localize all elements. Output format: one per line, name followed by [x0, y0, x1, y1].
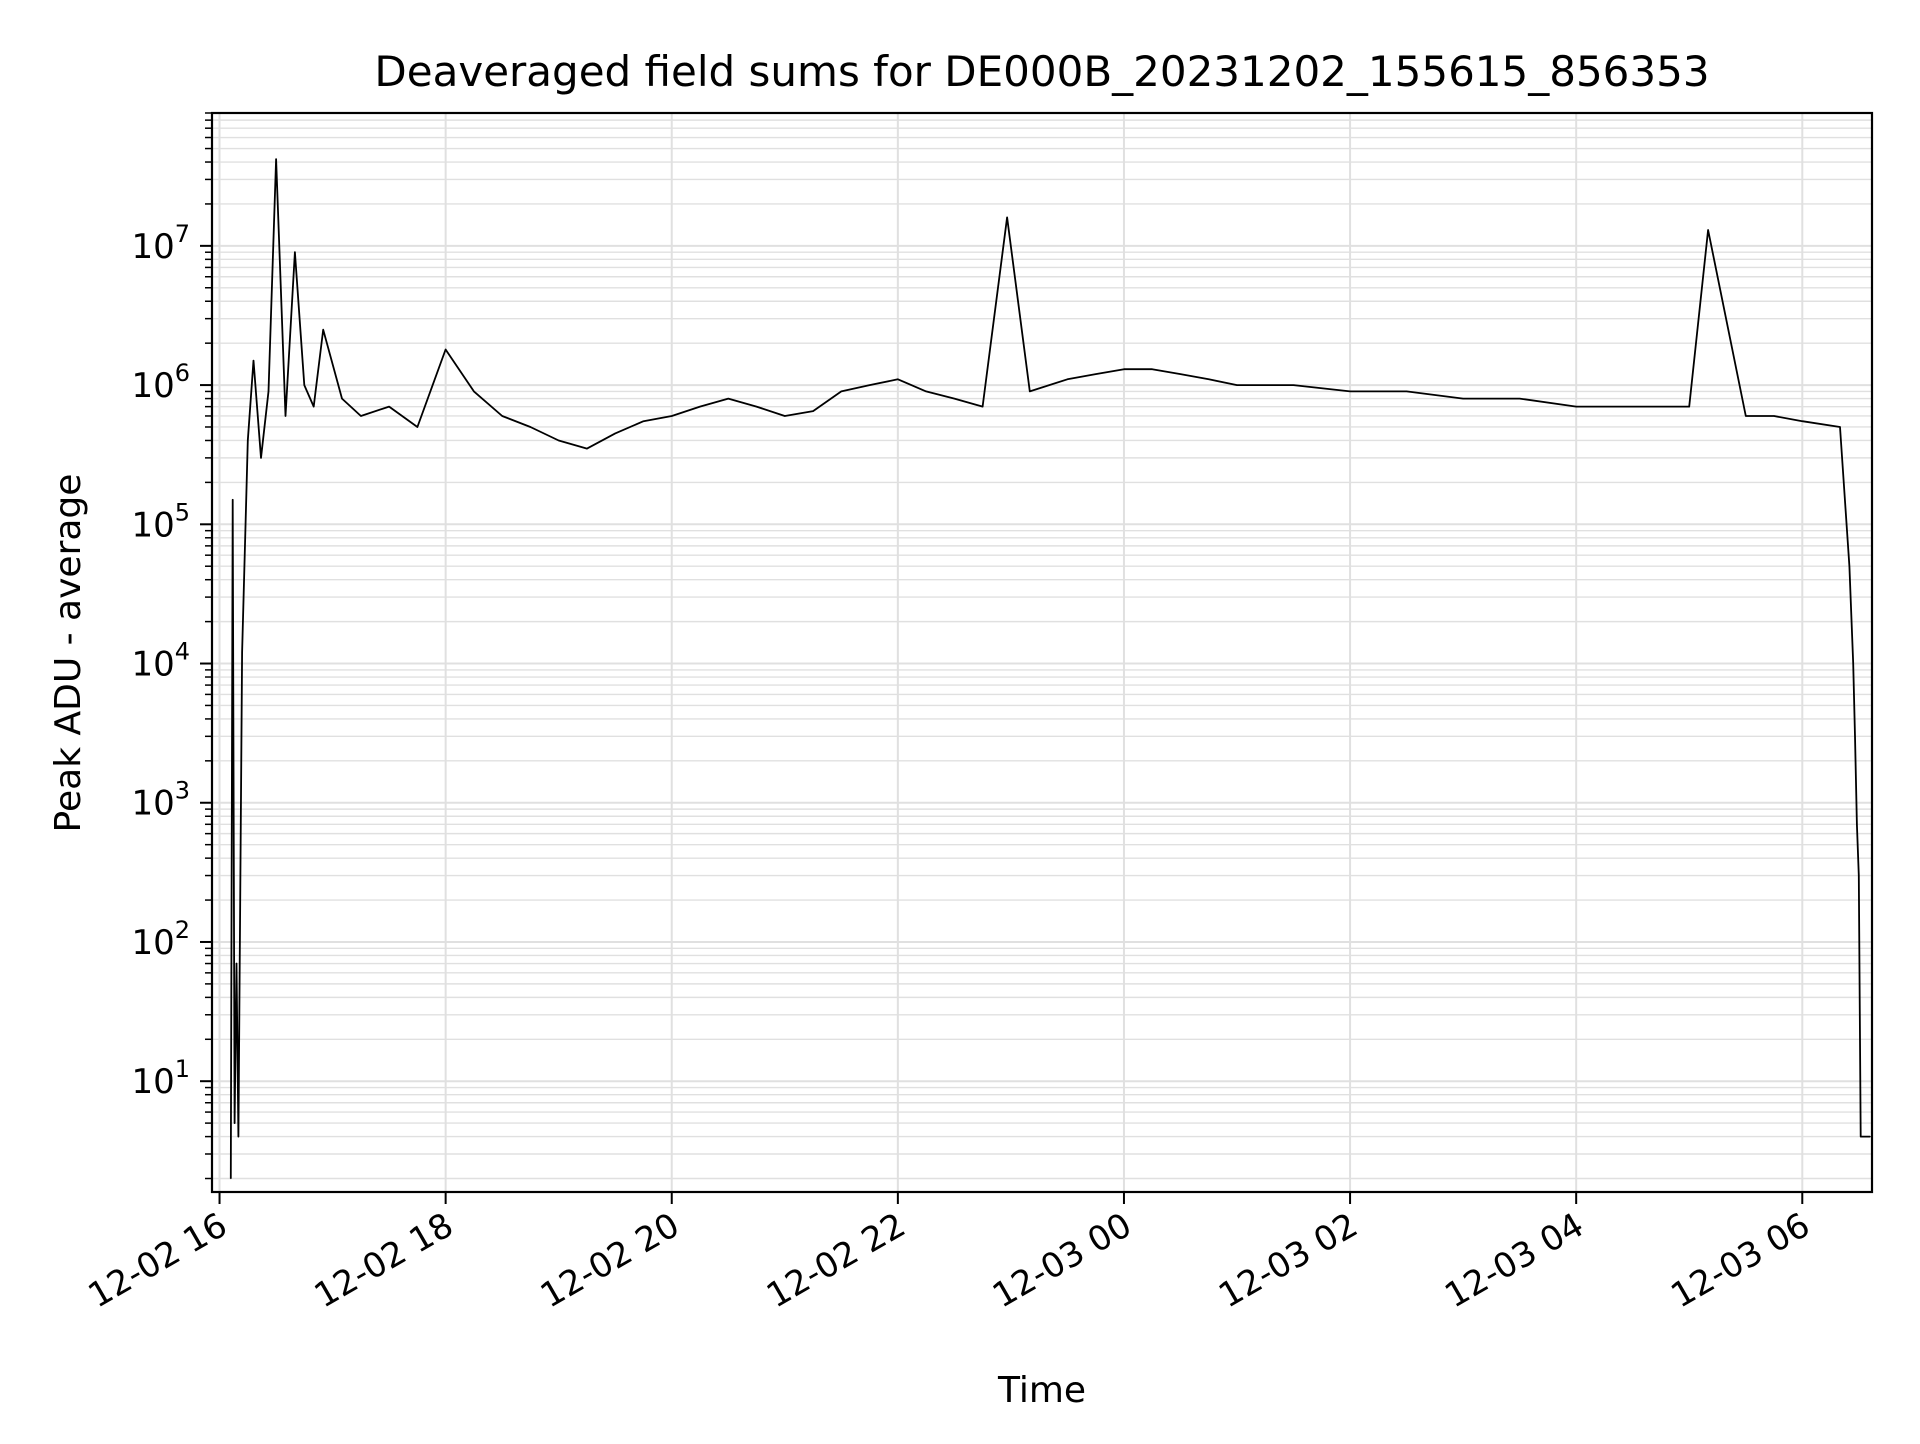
data-point	[1236, 384, 1238, 386]
plot-frame	[210, 111, 1874, 1194]
data-point	[1292, 384, 1295, 386]
data-point	[294, 251, 296, 253]
data-point	[1848, 565, 1850, 567]
data-point	[671, 415, 673, 417]
data-point	[234, 1122, 236, 1124]
data-point	[1839, 426, 1841, 428]
data-point	[1858, 874, 1860, 877]
data-point	[529, 426, 532, 428]
data-point	[1066, 378, 1069, 380]
data-point	[232, 499, 234, 501]
y-tick-label: 105	[131, 498, 190, 545]
data-point	[235, 962, 238, 965]
grid-layer	[212, 112, 1872, 1192]
data-point	[614, 432, 616, 434]
data-point	[1006, 216, 1008, 219]
data-point	[275, 158, 277, 160]
data-point	[897, 378, 899, 380]
data-point	[322, 329, 324, 331]
data-point	[252, 359, 255, 362]
data-point	[267, 390, 270, 393]
data-point	[699, 406, 701, 408]
data-point	[501, 415, 503, 417]
y-tick-label: 101	[131, 1055, 190, 1102]
data-point	[812, 410, 814, 412]
data-point	[1869, 1135, 1871, 1138]
data-point	[925, 390, 927, 393]
data-point	[313, 406, 315, 408]
series-layer	[229, 158, 1871, 1180]
data-point	[303, 384, 305, 386]
data-point	[784, 415, 786, 417]
data-point	[1856, 823, 1858, 825]
data-point	[1029, 390, 1031, 393]
data-point	[1123, 368, 1125, 370]
data-point	[1707, 229, 1709, 231]
data-point	[868, 384, 871, 386]
data-point	[1688, 406, 1690, 408]
data-point	[360, 415, 362, 417]
data-point	[840, 390, 842, 393]
data-point	[1405, 390, 1408, 393]
data-point	[1208, 378, 1210, 380]
data-point	[247, 439, 249, 442]
data-point	[586, 447, 588, 450]
data-point	[237, 1135, 239, 1138]
data-point	[1575, 406, 1577, 408]
data-point	[241, 651, 243, 654]
data-point	[982, 406, 984, 408]
data-point	[1745, 415, 1747, 417]
data-point	[1860, 1135, 1862, 1138]
data-point	[416, 426, 418, 428]
data-point	[1632, 406, 1634, 408]
data-point	[445, 348, 447, 351]
y-tick-label: 106	[131, 359, 190, 406]
data-point	[1801, 420, 1803, 422]
series-line-0	[229, 158, 1871, 1179]
y-axis-label: Peak ADU - average	[48, 474, 89, 833]
y-tick-label: 103	[131, 777, 190, 824]
data-point	[1852, 662, 1854, 665]
data-point	[1854, 735, 1856, 737]
y-tick-label: 102	[131, 916, 190, 963]
data-point	[1861, 1135, 1864, 1138]
data-point	[755, 406, 758, 408]
data-point	[953, 397, 955, 400]
data-point	[1151, 368, 1153, 370]
data-point	[388, 406, 390, 408]
data-point	[1349, 390, 1351, 393]
data-point	[473, 390, 475, 393]
chart-title: Deaveraged field sums for DE000B_2023120…	[374, 47, 1709, 96]
y-tick-label: 107	[131, 220, 190, 267]
data-point	[1462, 397, 1464, 400]
data-point	[1519, 397, 1521, 400]
x-axis-label: Time	[997, 1370, 1086, 1411]
data-point	[642, 420, 645, 422]
data-point	[727, 397, 729, 400]
data-point	[230, 1177, 232, 1180]
data-point	[558, 439, 560, 442]
data-point	[260, 457, 262, 459]
data-point	[1095, 373, 1097, 375]
y-tick-label: 104	[131, 638, 190, 685]
data-point	[284, 415, 287, 417]
data-point	[341, 397, 343, 400]
data-point	[1179, 373, 1182, 375]
data-point	[1773, 415, 1775, 417]
